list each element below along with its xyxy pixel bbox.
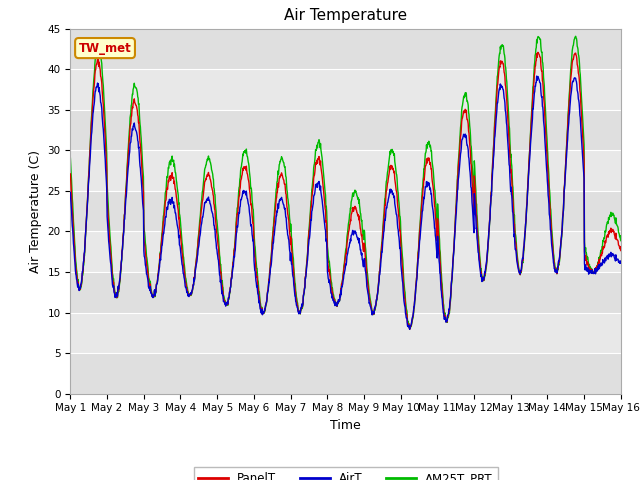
AirT: [504, 130, 511, 136]
Line: AirT: AirT: [70, 76, 621, 329]
Bar: [70, 353, 621, 394]
Bar: [70, 29, 621, 69]
PanelT: [534, 49, 541, 55]
AirT: [552, 267, 560, 273]
AM25T_PRT: [189, 286, 196, 291]
PanelT: [189, 285, 196, 290]
PanelT: [504, 106, 511, 112]
AM25T_PRT: [617, 238, 625, 243]
AirT: [175, 242, 183, 248]
AirT: [533, 73, 541, 79]
PanelT: [617, 248, 625, 253]
AirT: [617, 260, 625, 266]
Line: PanelT: PanelT: [70, 52, 621, 329]
AM25T_PRT: [431, 195, 439, 201]
AirT: [189, 285, 196, 290]
AirT: [406, 326, 413, 332]
AM25T_PRT: [175, 211, 183, 216]
PanelT: [431, 212, 439, 217]
AM25T_PRT: [67, 156, 74, 161]
PanelT: [67, 171, 74, 177]
Legend: PanelT, AirT, AM25T_PRT: PanelT, AirT, AM25T_PRT: [194, 468, 497, 480]
Bar: [70, 272, 621, 312]
AM25T_PRT: [250, 236, 258, 242]
AirT: [431, 232, 439, 238]
Bar: [70, 150, 621, 191]
Bar: [70, 69, 621, 110]
Title: Air Temperature: Air Temperature: [284, 9, 407, 24]
AM25T_PRT: [406, 326, 413, 332]
AM25T_PRT: [572, 34, 579, 39]
PanelT: [250, 248, 258, 254]
PanelT: [406, 326, 413, 332]
Bar: [70, 110, 621, 150]
PanelT: [552, 267, 560, 273]
X-axis label: Time: Time: [330, 419, 361, 432]
AM25T_PRT: [504, 87, 511, 93]
AirT: [250, 263, 258, 269]
Y-axis label: Air Temperature (C): Air Temperature (C): [29, 150, 42, 273]
Line: AM25T_PRT: AM25T_PRT: [70, 36, 621, 329]
PanelT: [175, 225, 183, 230]
AM25T_PRT: [552, 265, 559, 271]
Text: TW_met: TW_met: [79, 42, 131, 55]
Bar: [70, 191, 621, 231]
Bar: [70, 312, 621, 353]
Bar: [70, 231, 621, 272]
AirT: [67, 190, 74, 195]
